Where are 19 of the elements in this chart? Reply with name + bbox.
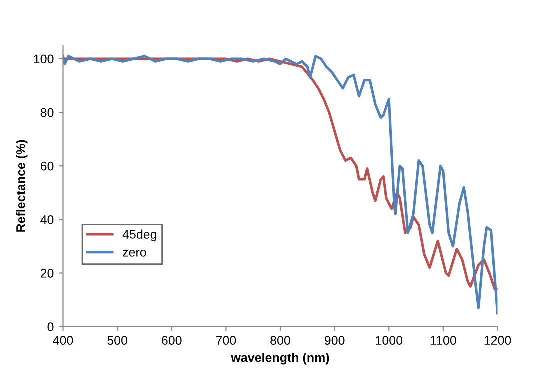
x-tick-label: 600 xyxy=(162,336,182,346)
y-tick-label: 20 xyxy=(40,269,54,278)
y-tick-label: 40 xyxy=(40,215,54,224)
legend-label: zero xyxy=(123,250,146,257)
x-tick-label: 700 xyxy=(216,336,236,346)
y-tick-label: 0 xyxy=(48,322,54,332)
x-tick-label: 900 xyxy=(324,336,345,346)
x-tick-label: 500 xyxy=(108,336,128,346)
x-tick-label: 1200 xyxy=(484,336,512,346)
x-tick-label: 800 xyxy=(270,336,290,346)
y-axis-title: Reflectance (%) xyxy=(16,140,28,232)
y-tick-label: 100 xyxy=(34,54,54,64)
x-axis-title: wavelength (nm) xyxy=(231,353,330,365)
x-tick-label: 1000 xyxy=(376,336,403,346)
x-tick-label: 1100 xyxy=(430,336,456,346)
x-tick-label: 400 xyxy=(53,336,74,346)
y-tick-label: 60 xyxy=(40,162,54,171)
y-tick-label: 80 xyxy=(40,108,54,118)
legend-label: 45deg xyxy=(122,230,156,242)
